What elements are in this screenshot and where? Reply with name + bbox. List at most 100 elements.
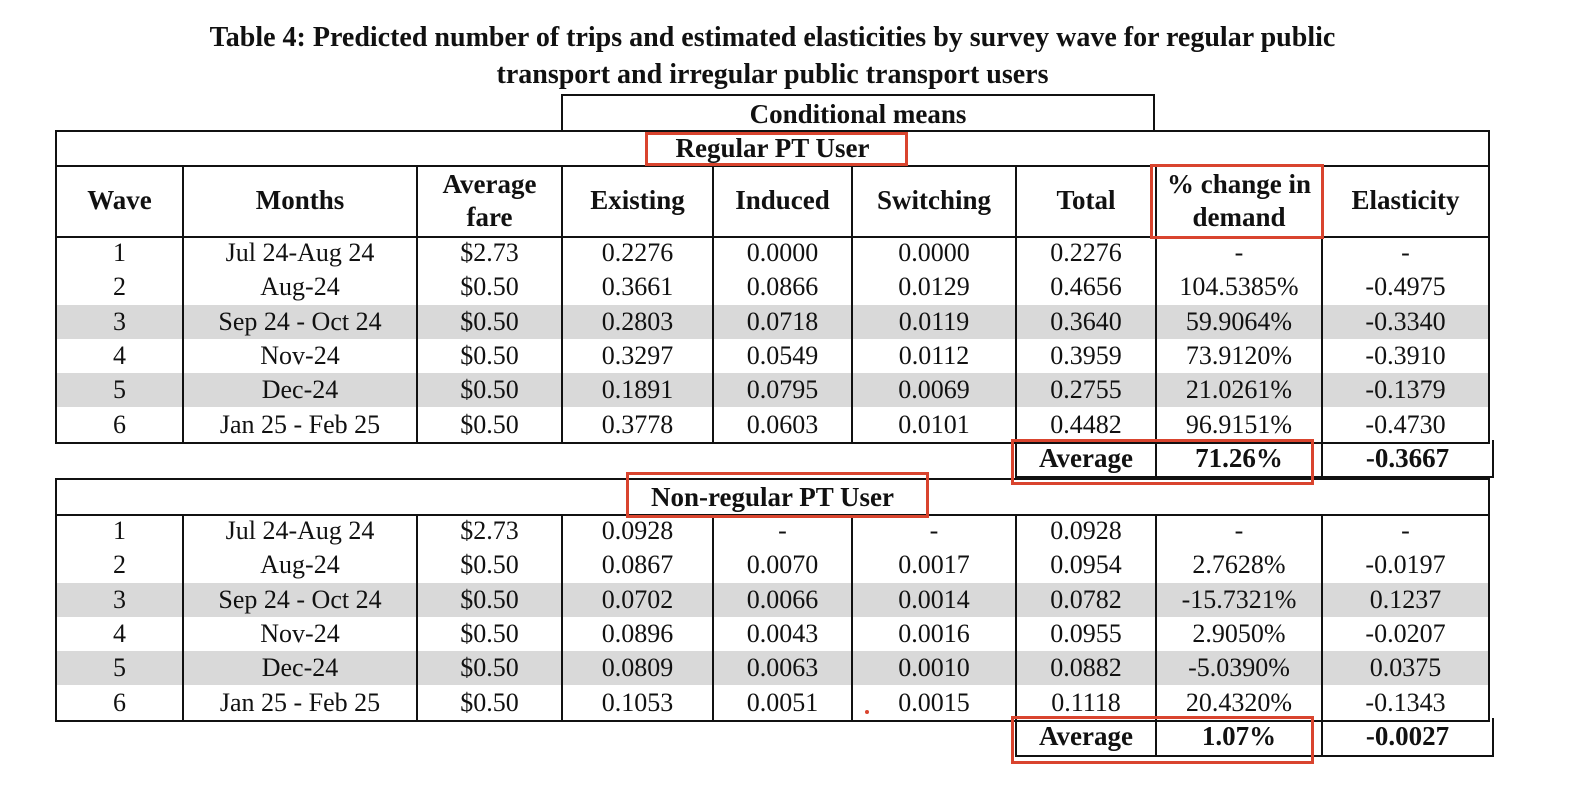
column-header-induced: Induced <box>714 165 853 236</box>
cell-induced: 0.0070 <box>714 548 853 583</box>
cell-months: Dec-24 <box>184 373 418 408</box>
column-header-elasticity: Elasticity <box>1351 185 1460 215</box>
cell-elasticity: 0.0375 <box>1323 651 1488 686</box>
cell-months: Nov-24 <box>184 338 418 374</box>
cell-wave: 2 <box>57 270 184 305</box>
cell-average-fare: $2.73 <box>418 514 563 549</box>
cell-wave: 3 <box>57 582 184 617</box>
cell-wave: 4 <box>57 616 184 652</box>
column-header-months: Months <box>184 165 418 236</box>
cell-pct-change: -15.7321% <box>1157 582 1323 617</box>
cell-induced: 0.0603 <box>714 407 853 442</box>
cell-months: Jul 24-Aug 24 <box>184 236 418 271</box>
cell-existing: 0.0702 <box>563 582 714 617</box>
cell-elasticity: - <box>1401 516 1410 546</box>
cell-existing: 0.0867 <box>563 548 714 583</box>
average-label: Average <box>1017 718 1157 755</box>
cell-months: Jul 24-Aug 24 <box>184 514 418 549</box>
cell-existing: 0.2276 <box>563 236 714 271</box>
average-pct-change: 1.07% <box>1157 718 1323 755</box>
cell-months: Aug-24 <box>184 548 418 583</box>
table-title-line2: transport and irregular public transport… <box>496 59 1049 90</box>
column-header-total: Total <box>1017 165 1157 236</box>
cell-elasticity: -0.1343 <box>1365 687 1446 717</box>
cell-wave: 5 <box>57 373 184 408</box>
highlight-box-pct-change-header <box>1150 164 1324 239</box>
cell-wave: 5 <box>57 651 184 686</box>
highlight-box-regular-average <box>1011 439 1314 485</box>
cell-average-fare: $0.50 <box>418 548 563 583</box>
cell-wave: 6 <box>57 407 184 442</box>
cell-total: 0.2276 <box>1017 236 1157 271</box>
nonregular-average-row: Average 1.07% -0.0027 <box>1015 718 1494 757</box>
cell-total: 0.0954 <box>1017 548 1157 583</box>
cell-pct-change: - <box>1157 514 1323 549</box>
cell-pct-change: 2.7628% <box>1157 548 1323 583</box>
cell-months: Aug-24 <box>184 270 418 305</box>
cell-total: 0.4656 <box>1017 270 1157 305</box>
table-title-line1: Table 4: Predicted number of trips and e… <box>209 22 1336 53</box>
cell-total: 0.0882 <box>1017 651 1157 686</box>
cell-total: 0.3640 <box>1017 304 1157 339</box>
cell-existing: 0.1053 <box>563 685 714 720</box>
cell-induced: 0.0549 <box>714 338 853 374</box>
highlight-box-nonregular-label <box>626 472 929 518</box>
average-pct-change: 71.26% <box>1157 440 1323 476</box>
cell-months: Sep 24 - Oct 24 <box>184 582 418 617</box>
cell-wave: 1 <box>57 514 184 549</box>
cell-pct-change: 21.0261% <box>1157 373 1323 408</box>
cell-elasticity: -0.4975 <box>1365 272 1446 302</box>
cell-induced: 0.0063 <box>714 651 853 686</box>
cell-pct-change: 2.9050% <box>1157 616 1323 652</box>
cell-wave: 6 <box>57 685 184 720</box>
cell-induced: 0.0718 <box>714 304 853 339</box>
cell-average-fare: $0.50 <box>418 304 563 339</box>
cell-existing: 0.3661 <box>563 270 714 305</box>
cell-months: Sep 24 - Oct 24 <box>184 304 418 339</box>
regular-table-body: 1 Jul 24-Aug 24 $2.73 0.2276 0.0000 0.0000 0.2… <box>55 236 1490 444</box>
cell-induced: 0.0043 <box>714 616 853 652</box>
cell-total: 0.0955 <box>1017 616 1157 652</box>
cell-total: 0.1118 <box>1017 685 1157 720</box>
cell-existing: 0.0809 <box>563 651 714 686</box>
cell-wave: 4 <box>57 338 184 374</box>
column-headers: Wave Months Average fare Existing Induced Swi… <box>55 165 1490 238</box>
cell-wave: 1 <box>57 236 184 271</box>
average-elasticity: -0.0027 <box>1365 721 1450 751</box>
cell-induced: 0.0866 <box>714 270 853 305</box>
cell-pct-change: 96.9151% <box>1157 407 1323 442</box>
cell-average-fare: $2.73 <box>418 236 563 271</box>
cell-pct-change: 73.9120% <box>1157 338 1323 374</box>
column-header-wave: Wave <box>57 165 184 236</box>
cell-total: 0.3959 <box>1017 338 1157 374</box>
cell-elasticity: -0.0197 <box>1365 550 1446 580</box>
cell-existing: 0.0928 <box>563 514 714 549</box>
cell-total: 0.2755 <box>1017 373 1157 408</box>
cell-induced: 0.0000 <box>714 236 853 271</box>
cell-average-fare: $0.50 <box>418 582 563 617</box>
cell-elasticity: 0.1237 <box>1323 582 1488 617</box>
cell-switching: 0.0017 <box>853 548 1017 583</box>
cell-average-fare: $0.50 <box>418 685 563 720</box>
cell-switching: 0.0000 <box>853 236 1017 271</box>
cell-existing: 0.2803 <box>563 304 714 339</box>
cell-total: 0.0928 <box>1017 514 1157 549</box>
cell-wave: 3 <box>57 304 184 339</box>
cell-elasticity: -0.3910 <box>1365 341 1446 371</box>
cell-induced: 0.0066 <box>714 582 853 617</box>
cell-average-fare: $0.50 <box>418 651 563 686</box>
regular-average-row: Average 71.26% -0.3667 <box>1015 440 1494 478</box>
cell-elasticity: - <box>1401 238 1410 268</box>
cell-switching: 0.0016 <box>853 616 1017 652</box>
cell-average-fare: $0.50 <box>418 616 563 652</box>
cell-pct-change: -5.0390% <box>1157 651 1323 686</box>
cell-average-fare: $0.50 <box>418 373 563 408</box>
conditional-means-header: Conditional means <box>561 94 1155 132</box>
cell-months: Dec-24 <box>184 651 418 686</box>
cell-existing: 0.3778 <box>563 407 714 442</box>
cell-induced: - <box>714 514 853 549</box>
cell-pct-change: 20.4320% <box>1157 685 1323 720</box>
cell-induced: 0.0795 <box>714 373 853 408</box>
column-header-pct-change: % change in demand <box>1157 165 1323 236</box>
